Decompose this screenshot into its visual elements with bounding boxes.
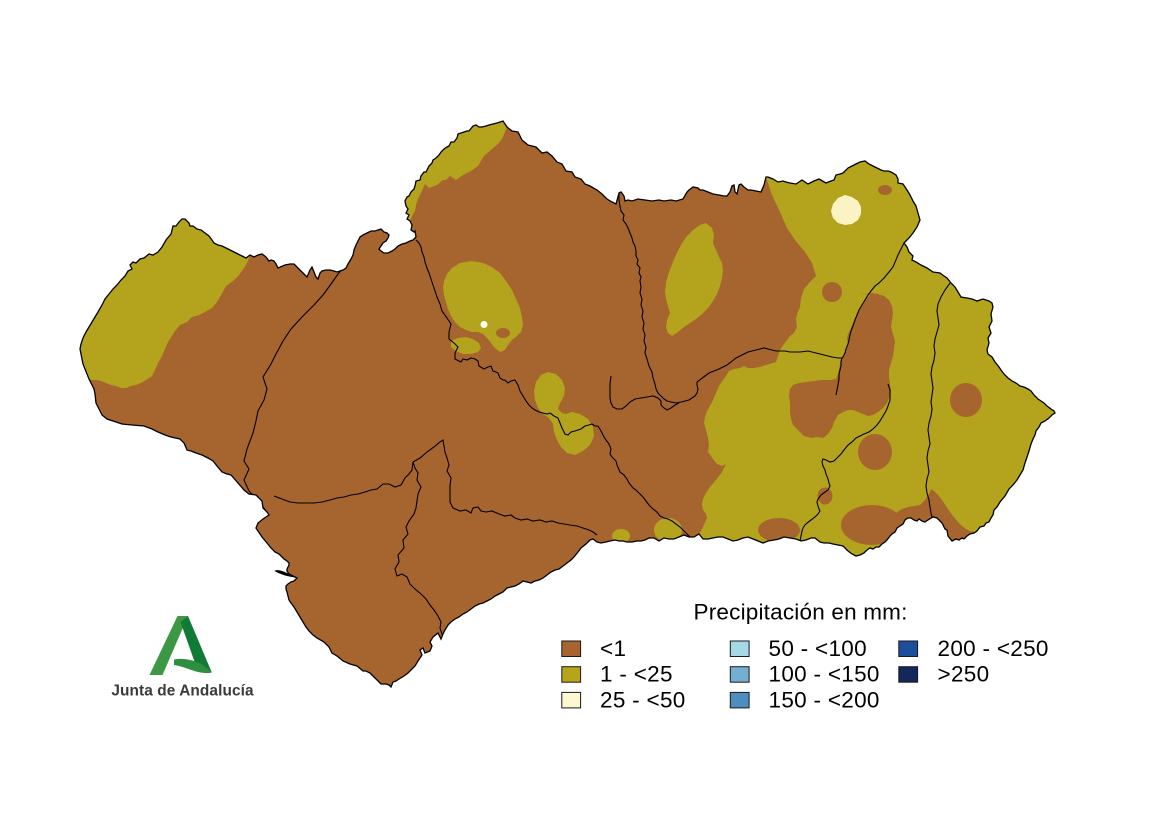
svg-text:<1: <1	[600, 636, 626, 661]
svg-text:1 - <25: 1 - <25	[600, 662, 673, 687]
svg-text:150 - <200: 150 - <200	[769, 687, 880, 712]
svg-text:Junta de Andalucía: Junta de Andalucía	[111, 683, 254, 700]
svg-text:>250: >250	[938, 662, 990, 687]
svg-text:50 - <100: 50 - <100	[769, 636, 867, 661]
svg-text:Precipitación en mm:: Precipitación en mm:	[694, 600, 908, 625]
svg-text:25 - <50: 25 - <50	[600, 687, 686, 712]
svg-text:200 - <250: 200 - <250	[938, 636, 1049, 661]
svg-text:100 - <150: 100 - <150	[769, 662, 880, 687]
